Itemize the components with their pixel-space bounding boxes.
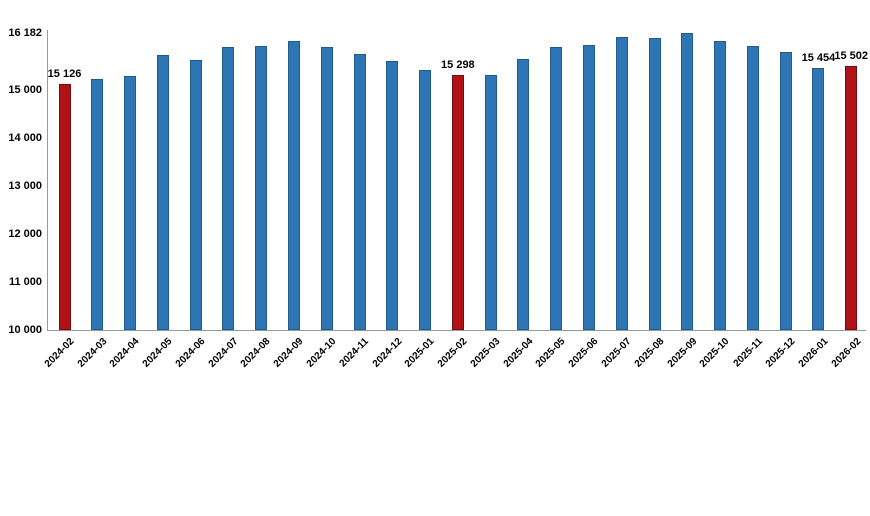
bar-2024-02 (58, 83, 71, 330)
bar-2025-10 (714, 40, 727, 330)
y-tick-label: 16 182 (8, 27, 42, 39)
bar-2024-06 (189, 59, 202, 330)
bar-2024-09 (287, 41, 300, 330)
x-tick-label: 2024-12 (370, 336, 405, 370)
x-tick-label: 2024-03 (75, 336, 110, 370)
bar-2024-11 (353, 53, 366, 330)
bar-2025-07 (615, 36, 628, 330)
x-tick-label: 2024-05 (140, 336, 175, 370)
y-tick-label: 12 000 (8, 227, 42, 240)
x-tick-label: 2025-11 (731, 336, 765, 370)
x-tick-label: 2025-04 (501, 336, 536, 370)
bar-value-label: 15 454 (801, 51, 836, 64)
x-tick-label: 2024-04 (108, 336, 142, 370)
x-tick-label: 2026-01 (796, 336, 831, 370)
x-tick-label: 2024-06 (173, 336, 208, 370)
bar-2025-09 (681, 33, 694, 330)
x-tick-label: 2024-09 (272, 336, 306, 370)
x-tick-label: 2025-07 (599, 336, 634, 370)
y-tick-label: 13 000 (8, 179, 42, 192)
x-tick-label: 2025-03 (468, 336, 503, 370)
bar-2026-02 (845, 65, 858, 330)
x-tick-label: 2025-06 (567, 336, 601, 370)
bar-2024-12 (386, 61, 399, 330)
bar-2025-06 (582, 45, 595, 330)
bar-2025-05 (550, 47, 563, 330)
bar-2025-12 (779, 52, 792, 330)
y-tick-label: 11 000 (8, 275, 42, 288)
bar-2024-07 (222, 46, 235, 330)
bar-2026-01 (812, 67, 825, 330)
x-tick-label: 2025-08 (632, 336, 667, 370)
x-tick-label: 2024-11 (337, 336, 372, 370)
bar-value-label: 15 298 (441, 59, 475, 72)
y-tick-label: 14 000 (8, 131, 42, 144)
y-tick-label: 15 000 (8, 83, 42, 96)
x-tick-label: 2024-08 (239, 336, 273, 370)
bar-2024-05 (156, 55, 169, 330)
bar-2024-08 (255, 46, 268, 330)
y-axis-line (47, 30, 48, 330)
bar-2025-01 (419, 69, 432, 330)
bar-2025-08 (648, 37, 661, 330)
x-axis-line (47, 330, 866, 331)
bar-2025-04 (517, 59, 530, 330)
x-tick-label: 2025-12 (763, 336, 798, 370)
x-tick-label: 2025-09 (665, 336, 700, 370)
bar-value-label: 15 126 (47, 67, 82, 80)
y-tick-label: 10 000 (8, 324, 42, 336)
x-tick-label: 2024-02 (42, 336, 77, 370)
bar-2024-04 (124, 76, 137, 330)
x-tick-label: 2026-02 (829, 336, 863, 370)
x-tick-label: 2025-01 (403, 336, 437, 370)
bar-2025-02 (451, 75, 464, 330)
bar-value-label: 15 502 (834, 49, 869, 62)
x-tick-label: 2024-07 (206, 336, 241, 370)
x-tick-label: 2024-10 (304, 336, 339, 370)
x-tick-label: 2025-10 (698, 336, 732, 370)
x-tick-label: 2025-05 (534, 336, 568, 370)
bar-2025-11 (746, 46, 759, 330)
x-tick-label: 2025-02 (435, 336, 470, 370)
bar-2025-03 (484, 74, 497, 330)
bar-2024-03 (91, 78, 104, 330)
bar-2024-10 (320, 47, 333, 330)
